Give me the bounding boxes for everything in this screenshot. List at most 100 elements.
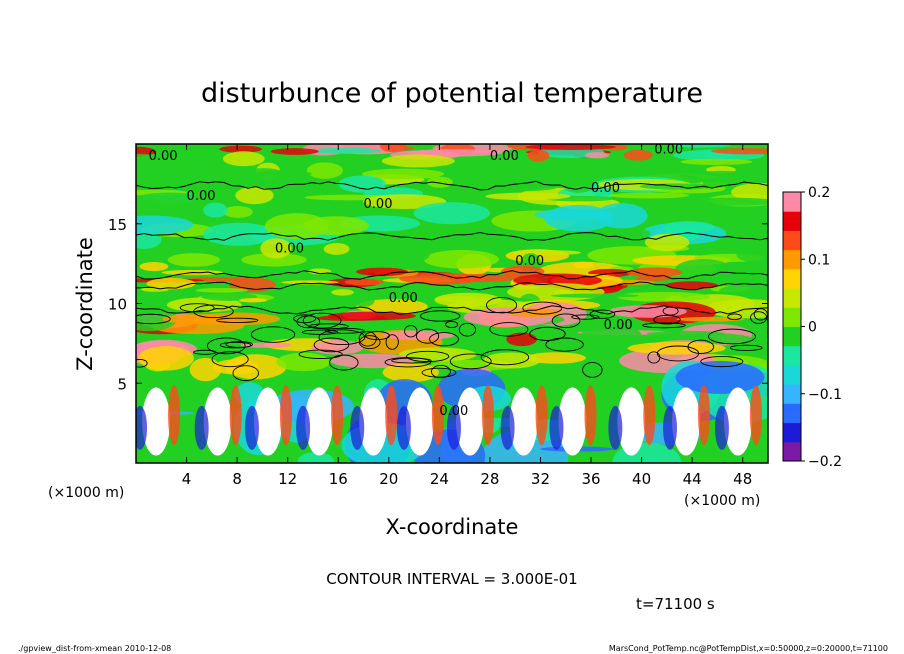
contour-line bbox=[429, 332, 459, 347]
field-patch bbox=[240, 342, 292, 348]
colorbar-segment bbox=[783, 345, 801, 366]
field-patch bbox=[203, 202, 228, 218]
contour-line bbox=[232, 365, 260, 382]
field-patch bbox=[311, 340, 364, 355]
field-patch bbox=[219, 145, 262, 153]
contour-line bbox=[522, 301, 563, 315]
field-patch bbox=[635, 276, 672, 281]
field-patch bbox=[194, 405, 209, 450]
contour-line bbox=[707, 328, 756, 345]
field-patch bbox=[244, 405, 259, 450]
field-patch bbox=[663, 221, 715, 234]
colorbar-segment bbox=[783, 403, 801, 424]
x-tick-label: 16 bbox=[329, 470, 348, 488]
field-patch bbox=[167, 253, 220, 267]
field-patch bbox=[676, 316, 745, 322]
colorbar-segment bbox=[783, 326, 801, 347]
field-patch bbox=[142, 387, 171, 456]
field-patch bbox=[193, 312, 281, 326]
field-patch bbox=[617, 291, 710, 302]
colorbar-segment bbox=[783, 307, 801, 327]
field-patch bbox=[296, 405, 311, 450]
field-patch bbox=[680, 158, 753, 166]
contour-line bbox=[136, 305, 768, 315]
field-patch bbox=[572, 261, 594, 269]
x-tick-label: 8 bbox=[232, 470, 242, 488]
field-patch bbox=[172, 171, 265, 177]
contour-line bbox=[551, 313, 581, 329]
contour-line bbox=[296, 315, 321, 329]
field-patch bbox=[138, 345, 194, 371]
field-patch bbox=[189, 357, 222, 382]
colorbar-segment bbox=[783, 288, 801, 308]
field-patch bbox=[549, 405, 564, 450]
field-patch bbox=[405, 387, 434, 456]
contour-lines: 0.00 0.00 0.00 0.00 0.00 0.00 0.00 0.00 0.00 0.00… bbox=[136, 144, 768, 419]
contour-line bbox=[582, 362, 603, 378]
contour-line bbox=[430, 365, 451, 379]
field-patch bbox=[235, 186, 274, 205]
contour-line bbox=[358, 331, 377, 347]
field-patch bbox=[302, 216, 369, 236]
field-patch bbox=[627, 228, 651, 239]
contour-line bbox=[653, 314, 681, 325]
contour-line bbox=[364, 331, 390, 341]
field-patch bbox=[279, 385, 292, 446]
field-patch bbox=[195, 287, 248, 293]
field-patch bbox=[381, 154, 455, 168]
field-patch bbox=[749, 385, 762, 446]
field-patch bbox=[313, 294, 349, 299]
field-patch bbox=[139, 261, 169, 272]
contour-line bbox=[419, 310, 461, 322]
field-patch bbox=[396, 405, 411, 450]
contour-label: 0.00 bbox=[591, 181, 620, 196]
contour-line bbox=[444, 320, 459, 329]
field-patch bbox=[297, 451, 334, 463]
colorbar-segment bbox=[783, 441, 801, 462]
contour-line bbox=[136, 358, 148, 368]
field-patch bbox=[483, 352, 541, 369]
field-patch bbox=[327, 311, 416, 321]
x-tick-label: 12 bbox=[278, 470, 297, 488]
contour-line bbox=[589, 309, 616, 319]
colorbar-segment bbox=[783, 364, 801, 385]
contour-line bbox=[486, 297, 518, 314]
field-patch bbox=[276, 352, 331, 372]
field-patch bbox=[617, 387, 646, 456]
field-patch bbox=[331, 385, 344, 446]
contour-label: 0.00 bbox=[149, 149, 178, 164]
x-tick-label: 40 bbox=[632, 470, 651, 488]
field-patch bbox=[535, 385, 548, 446]
contour-label: 0.00 bbox=[604, 318, 633, 333]
field-patch bbox=[223, 206, 253, 218]
field-patch bbox=[558, 387, 587, 456]
contour-line bbox=[571, 314, 600, 320]
contour-line bbox=[449, 353, 492, 370]
field-patch bbox=[731, 182, 768, 202]
field-patch bbox=[362, 168, 445, 180]
field-patch bbox=[711, 148, 768, 155]
contour-line bbox=[219, 341, 252, 349]
contour-line bbox=[211, 351, 249, 368]
colorbar-tick-label: 0.1 bbox=[808, 252, 830, 268]
y-axis-label: Z-coordinate bbox=[73, 237, 97, 371]
field-patch bbox=[426, 176, 453, 188]
field-patch bbox=[553, 290, 574, 295]
contour-line bbox=[313, 337, 350, 353]
contour-line bbox=[642, 322, 686, 329]
contour-line bbox=[404, 325, 418, 338]
contour-line bbox=[385, 334, 399, 350]
field-patch bbox=[507, 308, 561, 317]
field-patch bbox=[407, 149, 503, 157]
field-patch bbox=[534, 208, 612, 221]
field-patch bbox=[241, 253, 307, 267]
contour-line bbox=[136, 180, 768, 191]
field-patch bbox=[609, 192, 690, 199]
field-patch bbox=[253, 387, 282, 456]
contour-line bbox=[489, 322, 529, 337]
contour-line bbox=[391, 357, 432, 364]
y-tick-label: 15 bbox=[108, 216, 127, 234]
contour-line bbox=[415, 328, 440, 344]
contour-line bbox=[206, 337, 246, 355]
field-patch bbox=[674, 259, 732, 281]
